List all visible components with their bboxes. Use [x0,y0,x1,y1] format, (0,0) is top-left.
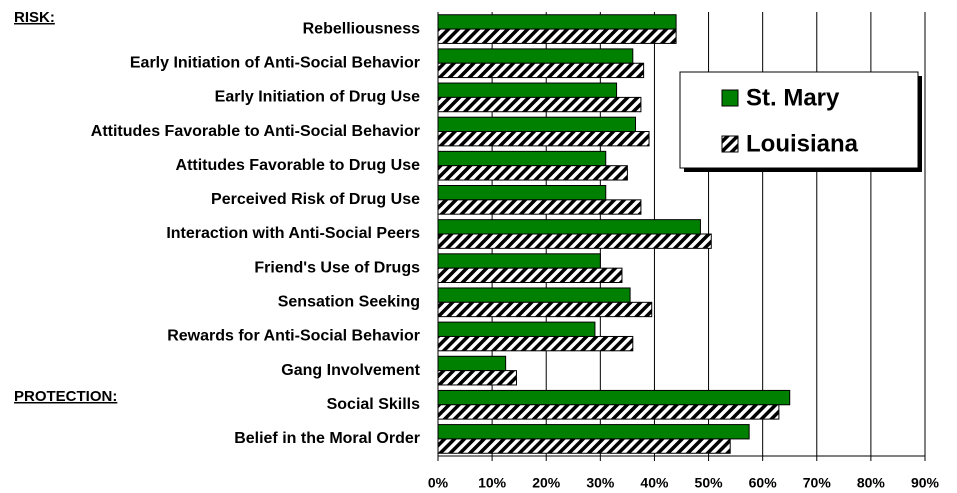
category-label: Social Skills [327,396,420,413]
bar [437,355,507,372]
category-label: Interaction with Anti-Social Peers [166,225,420,242]
category-label: Attitudes Favorable to Anti-Social Behav… [91,123,420,140]
bar [437,131,650,147]
category-label: Friend's Use of Drugs [254,259,420,276]
bar [437,335,634,352]
category-label: Perceived Risk of Drug Use [211,191,420,208]
x-tick-label: 0% [428,475,449,491]
bar [437,321,596,337]
legend-swatch [721,135,739,153]
category-label: Rewards for Anti-Social Behavior [167,328,420,345]
bar [437,233,712,249]
legend: St. Mary Louisiana [679,71,922,172]
legend-label: St. Mary [746,84,840,111]
bar [437,28,677,44]
category-label: Attitudes Favorable to Drug Use [176,157,421,174]
x-tick-label: 60% [749,475,778,491]
category-label: Early Initiation of Anti-Social Behavior [130,54,420,71]
bar [437,150,607,167]
bar [437,165,628,181]
bar [437,48,634,64]
protection-annotation: PROTECTION: [14,388,117,405]
x-tick-label: 50% [695,475,724,491]
bar [437,199,642,215]
bar [437,404,780,420]
bar [437,267,623,283]
legend-swatch [721,89,739,107]
category-label: Sensation Seeking [278,294,420,311]
x-tick-label: 10% [478,475,507,491]
x-tick-label: 80% [857,475,886,491]
bar [437,287,631,303]
category-label: Rebelliousness [303,20,420,37]
category-label: Gang Involvement [281,362,420,379]
bar [437,438,731,454]
x-tick-label: 20% [532,475,561,491]
bar [437,389,791,406]
bar [437,301,653,318]
bar [437,82,618,98]
bar [437,424,750,440]
bar [437,253,601,269]
legend-label: Louisiana [746,130,859,157]
legend-box [679,71,919,169]
category-label: Early Initiation of Drug Use [215,89,420,106]
bar [437,185,607,201]
bar [437,96,642,113]
bar [437,62,645,79]
x-tick-label: 30% [586,475,615,491]
x-tick-label: 40% [640,475,669,491]
category-label: Belief in the Moral Order [234,430,420,447]
risk-annotation: RISK: [14,9,55,26]
bar [437,219,701,235]
bar [437,370,517,386]
bar [437,14,677,30]
x-tick-label: 70% [803,475,832,491]
bar [437,116,637,133]
x-tick-label: 90% [911,475,940,491]
